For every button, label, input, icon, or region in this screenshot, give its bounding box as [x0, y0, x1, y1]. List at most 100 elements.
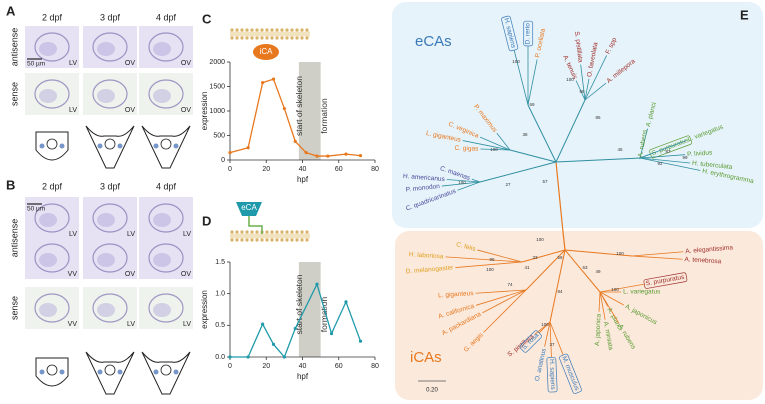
leaf: L. variegatus — [623, 289, 661, 296]
stain — [97, 42, 115, 56]
leaf: C. gigas — [454, 145, 479, 153]
leaf-label: D. melanogaster — [406, 264, 455, 275]
x-tick-label: 80 — [371, 166, 379, 173]
data-point — [282, 106, 286, 111]
row-label: sense — [9, 82, 19, 106]
embryo — [148, 243, 184, 273]
scale-label: 0.20 — [426, 388, 438, 394]
membrane-bead — [255, 230, 259, 234]
larva-gut — [104, 364, 116, 376]
support-value: 84 — [557, 289, 563, 294]
leaf: P. monodon — [405, 183, 440, 194]
y-tick-label: 1.0 — [215, 291, 225, 298]
leaf-label: P. monodon — [405, 183, 440, 194]
branch — [639, 157, 701, 171]
support-value: 100 — [512, 59, 520, 64]
annotation-text: formation — [319, 297, 329, 333]
stain — [153, 253, 171, 267]
membrane-bead — [295, 28, 299, 32]
support-value: 100 — [566, 77, 574, 82]
branch — [446, 179, 481, 183]
support-value: 99 — [682, 155, 688, 160]
leaf-label: A. elegantissima — [685, 244, 733, 255]
membrane-bead — [235, 230, 239, 234]
branch — [562, 231, 566, 251]
spicule — [117, 143, 123, 149]
view-label: OV — [181, 107, 191, 114]
support-value: 96 — [489, 257, 495, 262]
data-point — [315, 154, 319, 158]
data-point — [246, 355, 250, 359]
membrane-bead — [245, 28, 249, 32]
embryo — [92, 203, 128, 233]
y-tick-label: 0 — [221, 157, 225, 164]
membrane-bead — [305, 230, 309, 234]
leaf: L. giganteus — [438, 290, 475, 299]
column-header: 3 dpf — [100, 12, 121, 22]
support-value: 37 — [549, 342, 555, 347]
spicule — [117, 369, 123, 375]
branch — [584, 78, 590, 101]
branch — [599, 291, 620, 324]
larva-drawing — [85, 351, 135, 395]
protein-shape — [236, 202, 262, 216]
membrane-bead — [260, 238, 264, 242]
panel-label: C — [202, 11, 212, 26]
leaf-box — [643, 272, 688, 289]
branch — [584, 82, 607, 101]
branch — [525, 249, 566, 291]
data-point — [293, 139, 297, 143]
view-label: OV — [181, 60, 191, 67]
leaf-box — [523, 20, 534, 47]
larva-drawing — [141, 351, 191, 395]
membrane-bead — [290, 230, 294, 234]
branch — [549, 321, 564, 355]
x-tick-label: 40 — [299, 363, 307, 370]
branch — [555, 157, 641, 163]
larva-gut — [104, 138, 116, 150]
annotation-band — [298, 262, 321, 357]
data-point — [293, 326, 297, 331]
membrane-bead — [260, 28, 264, 32]
leaf: P. lividus — [687, 149, 713, 158]
branch — [599, 283, 644, 293]
membrane-bead — [280, 36, 284, 40]
view-label: OV — [181, 271, 191, 278]
x-tick-label: 60 — [335, 166, 343, 173]
membrane-bead — [255, 36, 259, 40]
x-tick-label: 20 — [262, 166, 270, 173]
embryo — [34, 79, 70, 109]
stain — [97, 253, 115, 267]
branch — [483, 289, 527, 333]
panel-label: D — [202, 213, 211, 228]
stain — [39, 42, 57, 56]
annotation-text: formation — [319, 98, 329, 134]
data-point — [228, 151, 232, 155]
leaf-box — [501, 15, 519, 52]
branch — [555, 99, 586, 163]
data-point — [344, 152, 348, 156]
leaf: H. tuberculata — [692, 160, 733, 171]
stain — [153, 303, 171, 317]
x-tick-label: 0 — [228, 166, 232, 173]
membrane-bead — [265, 28, 269, 32]
branch — [479, 161, 557, 183]
membrane-bead — [275, 238, 279, 242]
data-point — [261, 322, 265, 326]
row-label: antisense — [9, 219, 19, 258]
branch — [544, 321, 551, 347]
panel-label: A — [6, 3, 16, 18]
branch — [631, 251, 684, 257]
embryo — [34, 243, 70, 273]
membrane-bead — [305, 36, 309, 40]
column-header: 4 dpf — [156, 12, 177, 22]
leaf-box — [546, 357, 558, 393]
membrane-bead — [235, 238, 239, 242]
membrane-bead — [280, 238, 284, 242]
column-header: 4 dpf — [156, 181, 177, 191]
membrane-bead — [290, 36, 294, 40]
leaf-label: H. sapiens — [548, 359, 556, 391]
membrane-bead — [280, 230, 284, 234]
protein-label: eCA — [241, 203, 257, 212]
y-axis-label: expression — [200, 92, 209, 131]
